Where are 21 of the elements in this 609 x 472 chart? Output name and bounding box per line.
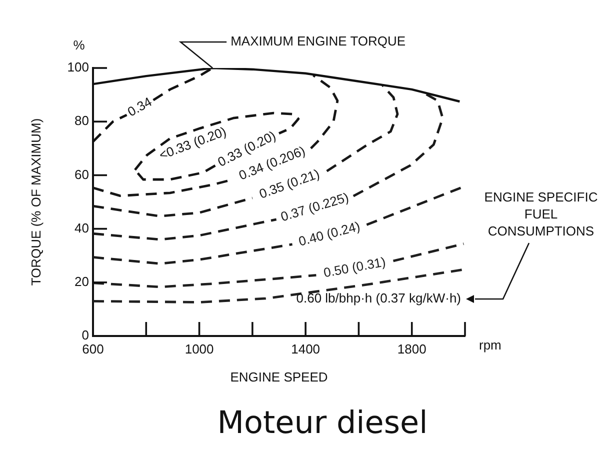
text: 0.40 (0.24)	[296, 218, 362, 249]
text: 0.34	[124, 94, 154, 120]
x-tick-label: 1800	[397, 341, 426, 356]
x-tick-label: 1000	[184, 341, 214, 356]
y-tick-label: 0	[82, 328, 89, 343]
y-tick-label: 20	[74, 274, 89, 289]
x-tick-label: 600	[82, 341, 104, 356]
x-tick-label: 1400	[291, 341, 320, 356]
text: 0.50 (0.31)	[322, 254, 387, 280]
text: ENGINE SPECIFIC FUEL CONSUMPTIONS	[484, 190, 598, 239]
y-tick-label: 60	[74, 166, 89, 182]
x-axis-title: ENGINE SPEED	[230, 370, 328, 385]
text: Moteur diesel	[216, 405, 429, 441]
text: %	[73, 38, 86, 53]
y-axis-title: TORQUE (% OF MAXIMUM)	[28, 118, 44, 286]
annotation: MAXIMUM ENGINE TORQUE	[230, 34, 406, 49]
annotation: 0.60 lb/bhp·h (0.37 kg/kW·h)	[296, 290, 461, 306]
text: rpm	[479, 338, 502, 353]
y-tick-label: 40	[74, 220, 89, 236]
y-tick-label: 100	[67, 60, 89, 75]
y-tick-label: 80	[74, 113, 89, 128]
